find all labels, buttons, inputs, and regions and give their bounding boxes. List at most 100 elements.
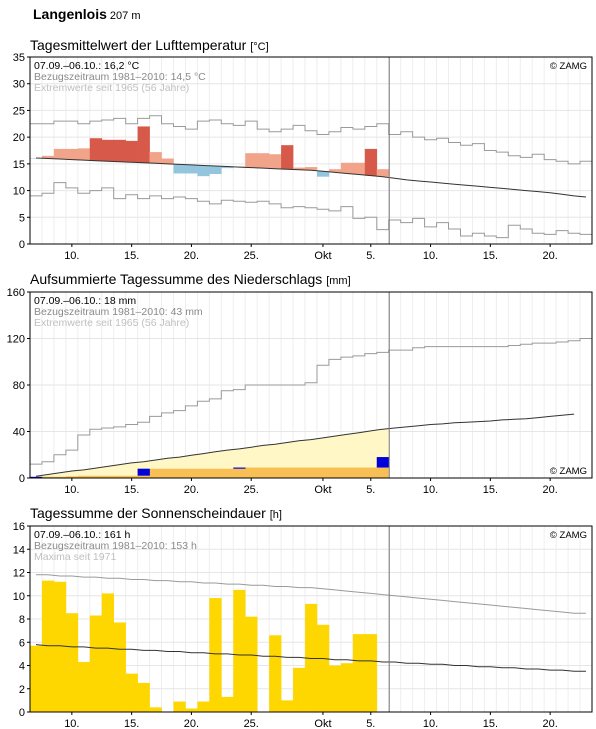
station-name: Langenlois	[33, 6, 107, 22]
y-tick-label: 25	[13, 105, 25, 117]
y-tick-label: 35	[13, 52, 25, 64]
x-tick-label: Okt	[314, 484, 331, 496]
temperature-min-line	[30, 182, 592, 239]
temperature-climate-line	[35, 157, 587, 198]
x-tick-label: 25.	[244, 250, 259, 262]
copyright-label: © ZAMG	[550, 466, 587, 477]
y-tick-label: 5	[19, 212, 25, 224]
precipitation-chart-title: Aufsummierte Tagessumme des Niederschlag…	[30, 271, 351, 287]
plot-frame	[29, 525, 593, 713]
y-tick-label: 10	[13, 591, 25, 603]
info-line-3: Extremwerte seit 1965 (56 Jahre)	[34, 82, 189, 94]
y-tick-label: 2	[19, 684, 25, 696]
sunshine-bar	[41, 580, 55, 712]
y-tick-label: 8	[19, 614, 25, 626]
temperature-bar-Tagesmittel	[137, 126, 150, 163]
x-tick-label: 20.	[184, 484, 199, 496]
info-line-2: Bezugszeitraum 1981–2010: 14,5 °C	[34, 71, 206, 83]
x-tick-label: 20.	[184, 718, 199, 729]
x-tick-label: 15.	[124, 250, 139, 262]
temperature-bar-Tagesmittel	[77, 148, 91, 161]
sunshine-bar	[197, 701, 210, 712]
sunshine-chart-title: Tagessumme der Sonnenscheindauer [h]	[30, 505, 282, 521]
info-line-3: Maxima seit 1971	[34, 551, 116, 563]
sunshine-bar	[65, 613, 79, 712]
temperature-bar-Tagesmittel	[293, 167, 306, 170]
temperature-bar-Tagesmittel	[245, 153, 258, 168]
plot-frame	[29, 291, 593, 479]
sunshine-bar	[269, 635, 282, 712]
x-tick-label: 5.	[366, 718, 375, 729]
sunshine-bar	[245, 616, 258, 712]
y-tick-label: 12	[13, 568, 25, 580]
y-tick-label: 16	[13, 521, 25, 533]
x-tick-label: 5.	[366, 250, 375, 262]
x-tick-label: 15.	[483, 718, 498, 729]
copyright-label: © ZAMG	[550, 530, 587, 541]
sunshine-climate-line	[35, 644, 586, 672]
temperature-bar-Tagesmittel	[281, 145, 294, 170]
x-tick-label: Okt	[314, 250, 331, 262]
temperature-bar-Tagesmittel	[125, 140, 138, 163]
sunshine-bar	[77, 662, 91, 712]
x-tick-label: 25.	[244, 718, 259, 729]
info-line-3: Extremwerte seit 1965 (56 Jahre)	[34, 317, 189, 329]
sunshine-bar	[89, 615, 103, 712]
sunshine-bar	[137, 682, 150, 712]
temperature-bar-Tagesmittel	[305, 167, 318, 171]
y-tick-label: 10	[13, 186, 25, 198]
sunshine-bar	[340, 663, 354, 712]
temperature-bar-Tagesmittel	[352, 162, 366, 175]
x-tick-label: 15.	[124, 718, 139, 729]
temperature-bar-Tagesmittel	[101, 139, 115, 162]
temperature-bar-Tagesmittel	[221, 166, 234, 169]
x-tick-label: 15.	[483, 484, 498, 496]
precipitation-climate-area	[35, 429, 389, 478]
temperature-bar-Tagesmittel	[89, 138, 103, 161]
precipitation-increment-bar	[30, 476, 43, 478]
x-tick-label: 10.	[423, 484, 438, 496]
sunshine-bar	[305, 603, 318, 712]
precipitation-sum-area	[30, 457, 389, 478]
y-tick-label: 40	[13, 427, 25, 439]
sunshine-bar	[185, 708, 198, 712]
sunshine-bar	[293, 667, 306, 712]
x-tick-label: 10.	[64, 250, 79, 262]
precipitation-increment-bar	[137, 468, 150, 476]
y-tick-label: 30	[13, 79, 25, 91]
info-line-1: 07.09.–06.10.: 18 mm	[34, 295, 136, 307]
sunshine-title-text: Tagessumme der Sonnenscheindauer	[30, 505, 266, 521]
temperature-bar-Tagesmittel	[53, 148, 67, 160]
temperature-bar-Tagesmittel	[41, 155, 55, 159]
y-tick-label: 160	[7, 287, 25, 299]
x-tick-label: 25.	[244, 484, 259, 496]
temperature-bar-Tagesmittel	[269, 154, 282, 169]
y-tick-label: 15	[13, 159, 25, 171]
sunshine-bar	[125, 673, 138, 712]
sunshine-bar	[101, 593, 115, 712]
x-tick-label: 10.	[423, 718, 438, 729]
x-tick-label: 15.	[124, 484, 139, 496]
x-tick-label: 20.	[184, 250, 199, 262]
x-tick-label: 20.	[543, 718, 558, 729]
info-line-2: Bezugszeitraum 1981–2010: 43 mm	[34, 306, 203, 318]
temperature-bar-Tagesmittel	[149, 152, 162, 164]
x-tick-label: 20.	[543, 484, 558, 496]
temperature-bar-Tagesmittel	[197, 165, 210, 177]
temperature-bar-Tagesmittel	[376, 169, 390, 177]
x-tick-label: 10.	[64, 484, 79, 496]
y-tick-label: 80	[13, 380, 25, 392]
x-tick-label: 15.	[483, 250, 498, 262]
y-tick-label: 20	[13, 132, 25, 144]
temperature-max-line	[30, 115, 592, 165]
sunshine-bar	[53, 581, 67, 712]
station-header: Langenlois 207 m	[33, 6, 140, 22]
temperature-bar-Tagesmittel	[316, 171, 330, 177]
temperature-bar-Tagesmittel	[65, 148, 79, 160]
info-line-2: Bezugszeitraum 1981–2010: 153 h	[34, 540, 197, 552]
sunshine-bar	[173, 701, 186, 712]
plot-frame	[29, 56, 593, 245]
y-tick-label: 4	[19, 661, 25, 673]
y-tick-label: 14	[13, 544, 25, 556]
sunshine-bar	[233, 589, 246, 712]
